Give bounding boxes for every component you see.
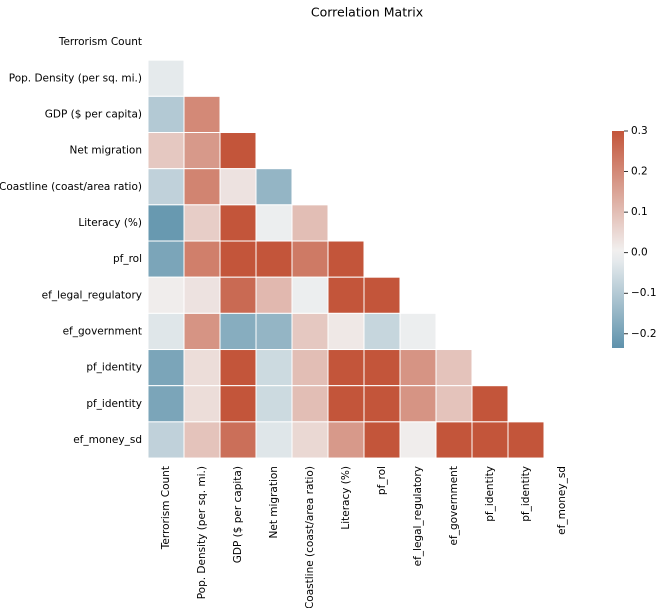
y-tick-label: Net migration xyxy=(70,145,142,157)
heatmap-cell xyxy=(183,168,221,206)
heatmap-cell xyxy=(471,385,509,423)
heatmap-cell xyxy=(183,312,221,351)
y-tick-label: Coastline (coast/area ratio) xyxy=(0,181,142,193)
heatmap-cell xyxy=(147,385,185,423)
heatmap-cell xyxy=(363,312,401,351)
heatmap-cell xyxy=(183,204,221,242)
heatmap-cell xyxy=(255,276,293,314)
x-tick-label: Terrorism Count xyxy=(160,466,172,550)
heatmap-cell xyxy=(255,312,293,351)
colorbar xyxy=(612,131,624,348)
heatmap-cell xyxy=(435,385,473,423)
heatmap-cell xyxy=(507,421,545,459)
x-tick-label: pf_identity xyxy=(520,466,532,522)
heatmap-cell xyxy=(399,312,437,351)
heatmap-cell xyxy=(219,312,257,351)
heatmap-cell xyxy=(327,385,365,423)
heatmap-cell xyxy=(399,349,437,387)
heatmap-cell xyxy=(291,276,329,314)
x-tick-label: ef_legal_regulatory xyxy=(412,466,424,566)
x-tick-label: ef_money_sd xyxy=(556,466,568,535)
y-tick-label: GDP ($ per capita) xyxy=(45,108,142,120)
heatmap-cell xyxy=(255,240,293,278)
heatmap-cell xyxy=(183,95,221,134)
y-tick-label: pf_identity xyxy=(86,362,142,374)
heatmap-cell xyxy=(363,385,401,423)
x-tick-label: pf_rol xyxy=(376,466,388,495)
heatmap-cell xyxy=(291,204,329,242)
heatmap-cell xyxy=(327,312,365,351)
heatmap-cell xyxy=(183,421,221,459)
heatmap-cell xyxy=(291,385,329,423)
heatmap-cell xyxy=(183,276,221,314)
heatmap-cell xyxy=(183,385,221,423)
heatmap-cell xyxy=(147,204,185,242)
heatmap-cell xyxy=(219,132,257,170)
heatmap-cell xyxy=(399,421,437,459)
y-tick-label: pf_identity xyxy=(86,398,142,410)
heatmap-cell xyxy=(255,421,293,459)
x-tick-label: Literacy (%) xyxy=(340,466,352,530)
x-tick-label: ef_government xyxy=(448,466,460,545)
heatmap-cell xyxy=(291,421,329,459)
heatmap-cell xyxy=(219,240,257,278)
colorbar-tick-label: 0.0 xyxy=(631,247,648,259)
heatmap-cell xyxy=(255,168,293,206)
heatmap-cell xyxy=(255,385,293,423)
heatmap-cell xyxy=(327,240,365,278)
y-tick-label: Pop. Density (per sq. mi.) xyxy=(9,72,142,84)
heatmap-cell xyxy=(471,421,509,459)
heatmap-cell xyxy=(291,240,329,278)
heatmap-cell xyxy=(327,349,365,387)
heatmap-cell xyxy=(147,240,185,278)
heatmap-cell xyxy=(435,421,473,459)
heatmap-cell xyxy=(219,276,257,314)
heatmap-cell xyxy=(255,349,293,387)
heatmap-cell xyxy=(219,421,257,459)
y-tick-label: ef_money_sd xyxy=(73,434,142,446)
heatmap-cell xyxy=(147,312,185,351)
colorbar-tick-label: 0.2 xyxy=(631,166,648,178)
y-tick-label: ef_government xyxy=(63,325,142,337)
heatmap-cell xyxy=(219,349,257,387)
heatmap-cell xyxy=(219,204,257,242)
colorbar-tick-label: −0.2 xyxy=(631,328,657,340)
heatmap-cell xyxy=(147,421,185,459)
heatmap-cell xyxy=(183,240,221,278)
colorbar-tick-label: 0.1 xyxy=(631,206,648,218)
x-tick-label: Coastline (coast/area ratio) xyxy=(304,466,316,608)
heatmap-cell xyxy=(435,349,473,387)
heatmap-cell xyxy=(327,276,365,314)
heatmap-cell xyxy=(147,349,185,387)
y-tick-label: pf_rol xyxy=(113,253,142,265)
chart-title: Correlation Matrix xyxy=(311,5,423,20)
y-tick-label: Literacy (%) xyxy=(78,217,142,229)
heatmap-cell xyxy=(147,59,185,97)
heatmap-cell xyxy=(291,349,329,387)
heatmap-cell xyxy=(147,168,185,206)
heatmap-cell xyxy=(183,349,221,387)
heatmap-cell xyxy=(363,421,401,459)
heatmap-cell xyxy=(147,95,185,134)
heatmap-cell xyxy=(291,312,329,351)
heatmap-cell xyxy=(327,421,365,459)
heatmap-cell xyxy=(147,132,185,170)
y-tick-label: ef_legal_regulatory xyxy=(42,289,142,301)
colorbar-tick-label: −0.1 xyxy=(631,287,657,299)
heatmap-cell xyxy=(363,349,401,387)
heatmap-cell xyxy=(219,385,257,423)
heatmap-cell xyxy=(399,385,437,423)
x-tick-label: Pop. Density (per sq. mi.) xyxy=(196,466,208,599)
y-tick-label: Terrorism Count xyxy=(58,36,142,48)
x-tick-label: GDP ($ per capita) xyxy=(232,466,244,563)
colorbar-tick-label: 0.3 xyxy=(631,125,648,137)
heatmap-cell xyxy=(183,132,221,170)
heatmap-cell xyxy=(255,204,293,242)
heatmap-cell xyxy=(363,276,401,314)
x-tick-label: Net migration xyxy=(268,466,280,538)
heatmap-cell xyxy=(219,168,257,206)
x-tick-label: pf_identity xyxy=(484,466,496,522)
heatmap-cell xyxy=(147,276,185,314)
